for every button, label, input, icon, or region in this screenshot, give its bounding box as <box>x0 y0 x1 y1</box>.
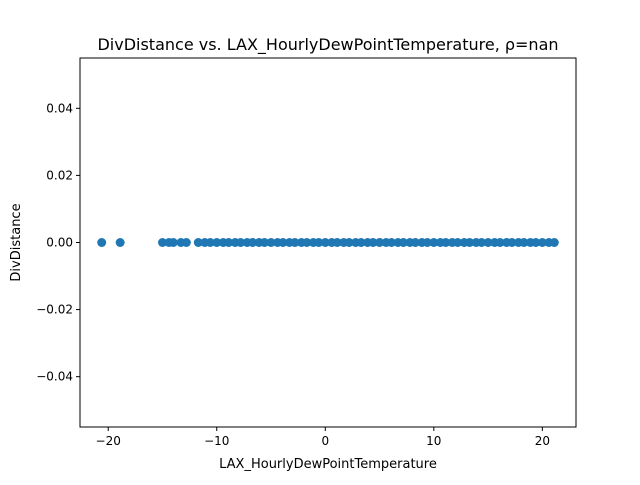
data-point <box>236 238 246 247</box>
data-point <box>495 238 505 247</box>
data-point <box>453 238 463 247</box>
data-point <box>410 238 420 247</box>
data-point <box>398 238 408 247</box>
x-tick-label: 20 <box>535 434 550 448</box>
data-point <box>386 238 396 247</box>
data-point <box>483 238 493 247</box>
plot-frame <box>79 57 577 428</box>
data-point <box>97 238 107 247</box>
data-point <box>441 238 451 247</box>
data-point <box>422 238 432 247</box>
data-point <box>320 238 330 247</box>
data-point <box>519 238 529 247</box>
data-point <box>314 238 324 247</box>
data-point <box>260 238 270 247</box>
data-point <box>266 238 276 247</box>
data-point <box>549 238 559 247</box>
data-point <box>356 238 366 247</box>
x-axis-ticks: −20 −10 0 10 20 <box>96 427 550 448</box>
y-tick-label: 0.00 <box>46 236 73 250</box>
data-point <box>507 238 517 247</box>
y-tick-label: −0.02 <box>36 303 73 317</box>
data-point <box>537 238 547 247</box>
data-point <box>332 238 342 247</box>
data-point <box>290 238 300 247</box>
data-points <box>97 238 559 247</box>
data-point <box>157 238 167 247</box>
data-point <box>477 238 487 247</box>
x-tick-label: −10 <box>204 434 229 448</box>
data-point <box>375 238 385 247</box>
data-point <box>205 238 215 247</box>
data-point <box>212 238 222 247</box>
data-point <box>193 238 203 247</box>
data-point <box>465 238 475 247</box>
x-tick-label: 0 <box>321 434 329 448</box>
y-tick-label: 0.02 <box>46 168 73 182</box>
chart-title: DivDistance vs. LAX_HourlyDewPointTemper… <box>97 35 558 55</box>
x-tick-label: −20 <box>96 434 121 448</box>
data-point <box>168 238 178 247</box>
data-point <box>531 238 541 247</box>
data-point <box>248 238 258 247</box>
data-point <box>224 238 234 247</box>
data-point <box>344 238 354 247</box>
y-tick-label: −0.04 <box>36 370 73 384</box>
y-axis-label: DivDistance <box>9 203 24 281</box>
y-tick-label: 0.04 <box>46 101 73 115</box>
data-point <box>302 238 312 247</box>
data-point <box>429 238 439 247</box>
x-axis-label: LAX_HourlyDewPointTemperature <box>219 457 437 472</box>
data-point <box>368 238 378 247</box>
x-tick-label: 10 <box>426 434 441 448</box>
data-point <box>278 238 288 247</box>
data-point <box>181 238 191 247</box>
y-axis-ticks: −0.04 −0.02 0.00 0.02 0.04 <box>36 101 80 384</box>
data-point <box>115 238 125 247</box>
